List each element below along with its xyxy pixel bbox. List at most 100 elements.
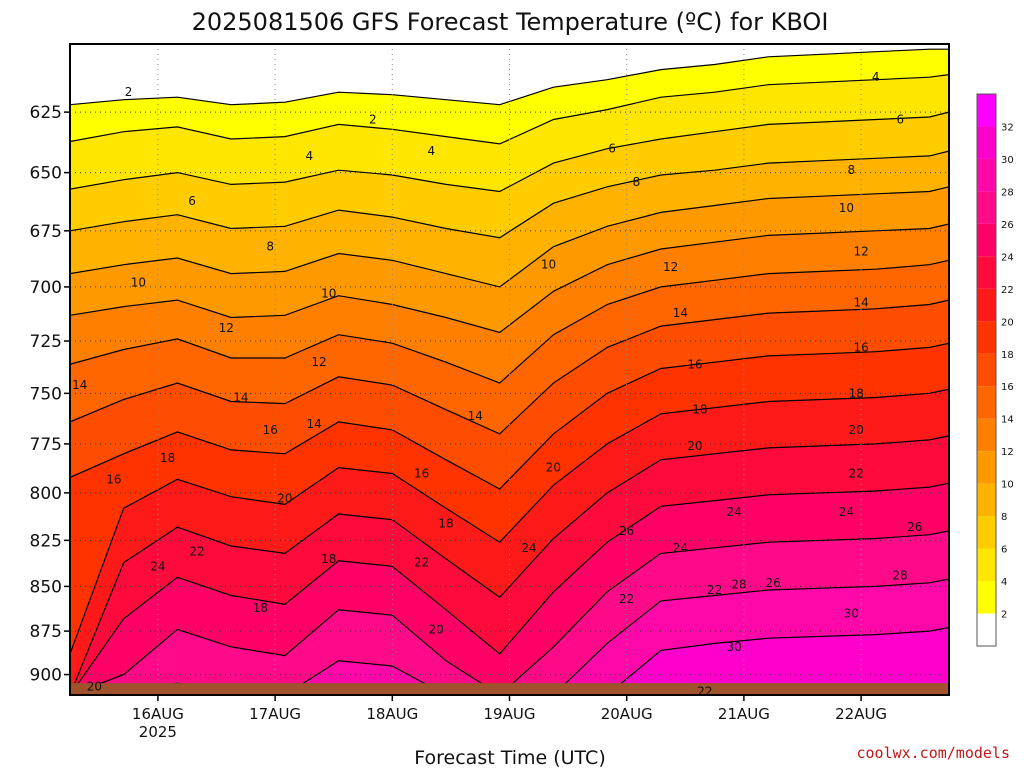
x-tick-label: 18AUG [366, 705, 418, 723]
contour-label: 22 [619, 592, 634, 606]
isotherm-line-4 [70, 74, 949, 145]
contour-label: 26 [907, 520, 922, 534]
contour-label: 24 [726, 505, 741, 519]
contour-label: 6 [608, 142, 616, 156]
contour-label: 18 [438, 516, 453, 530]
contour-label: 22 [697, 685, 712, 699]
x-tick-sublabel: 2025 [139, 723, 177, 741]
colorbar-label: 14 [1001, 415, 1014, 426]
colorbar-label: 26 [1001, 220, 1014, 231]
colorbar-box [977, 386, 996, 419]
contour-label: 18 [692, 403, 707, 417]
contour-label: 14 [72, 378, 87, 392]
contour-label: 4 [872, 70, 880, 84]
y-tick-label: 650 [30, 164, 62, 184]
contour-label: 2 [125, 85, 133, 99]
colorbar-box [977, 256, 996, 289]
colorbar-label: 16 [1001, 382, 1014, 393]
contour-label: 24 [521, 541, 536, 555]
contour-label: 18 [253, 601, 268, 615]
colorbar-box [977, 483, 996, 517]
contour-label: 12 [311, 355, 326, 369]
temp-band-30 [70, 627, 949, 695]
colorbar-label: 12 [1001, 447, 1014, 458]
colorbar-label: 22 [1001, 285, 1014, 296]
colorbar-label: 18 [1001, 350, 1014, 361]
y-tick-label: 675 [30, 222, 62, 242]
colorbar-label: 24 [1001, 252, 1014, 263]
isotherm-line-18 [70, 342, 949, 490]
y-tick-label: 700 [30, 278, 62, 298]
contour-label: 12 [663, 260, 678, 274]
x-tick-label: 22AUG [835, 705, 887, 723]
contour-label: 10 [131, 276, 146, 290]
colorbar-box [977, 451, 996, 484]
isotherm-line-8 [70, 150, 949, 239]
credit-text[interactable]: coolwx.com/models [856, 744, 1010, 762]
contour-label: 26 [766, 576, 781, 590]
contour-label: 10 [321, 287, 336, 301]
y-tick-label: 800 [30, 484, 62, 504]
colorbar-box [977, 158, 996, 192]
ground-surface [70, 683, 949, 695]
isotherm-lines [70, 48, 949, 695]
contour-label: 18 [321, 552, 336, 566]
contour-label: 14 [233, 390, 248, 404]
colorbar-box [977, 581, 996, 614]
x-tick-label: 21AUG [718, 705, 770, 723]
colorbar-label: 10 [1001, 480, 1014, 491]
colorbar-label: 2 [1001, 610, 1007, 621]
colorbar-box [977, 353, 996, 387]
x-axis-label: Forecast Time (UTC) [414, 747, 605, 768]
colorbar-box [977, 126, 996, 159]
contour-label: 16 [687, 357, 702, 371]
x-tick-label: 17AUG [249, 705, 301, 723]
chart-title: 2025081506 GFS Forecast Temperature (ºC)… [192, 8, 829, 36]
colorbar-box [977, 94, 996, 127]
contour-label: 16 [263, 423, 278, 437]
y-tick-label: 825 [30, 531, 62, 551]
colorbar-box [977, 288, 996, 322]
y-tick-label: 775 [30, 435, 62, 455]
colorbar-box [977, 223, 996, 257]
contour-label: 24 [150, 559, 165, 573]
isotherm-line-22 [70, 435, 949, 695]
contour-label: 4 [305, 149, 313, 163]
contour-label: 14 [307, 417, 322, 431]
contour-label: 14 [673, 306, 688, 320]
contour-label: 16 [853, 340, 868, 354]
isotherm-line-20 [70, 388, 949, 655]
contour-label: 28 [893, 568, 908, 582]
colorbar-box [977, 191, 996, 224]
isotherm-line-30 [70, 627, 949, 695]
contour-label: 20 [429, 622, 444, 636]
contour-label: 4 [428, 144, 436, 158]
contour-label: 20 [849, 423, 864, 437]
colorbar-label: 20 [1001, 317, 1014, 328]
isotherm-line-16 [70, 299, 949, 435]
y-axis: 625 650 675 700 725 750 775 800 825 850 875 900 [30, 103, 70, 686]
contour-label: 30 [726, 640, 741, 654]
contour-label: 20 [546, 461, 561, 475]
contour-label: 20 [87, 680, 102, 694]
colorbar-box [977, 548, 996, 582]
colorbar-box [977, 613, 996, 646]
colorbar-box [977, 516, 996, 549]
x-tick-label: 16AUG [132, 705, 184, 723]
colorbar-frame [976, 93, 997, 647]
colorbar-label: 8 [1001, 512, 1007, 523]
contour-label: 16 [414, 466, 429, 480]
isotherm-line-14 [70, 259, 949, 384]
contour-label: 24 [673, 541, 688, 555]
colorbar-label: 28 [1001, 187, 1014, 198]
contour-label: 8 [633, 175, 641, 189]
grid-lines [70, 44, 949, 695]
colorbar-box [977, 321, 996, 354]
y-tick-label: 750 [30, 384, 62, 404]
contour-label: 10 [839, 201, 854, 215]
y-tick-label: 875 [30, 622, 62, 642]
contour-label: 6 [188, 194, 196, 208]
contour-label: 22 [707, 583, 722, 597]
